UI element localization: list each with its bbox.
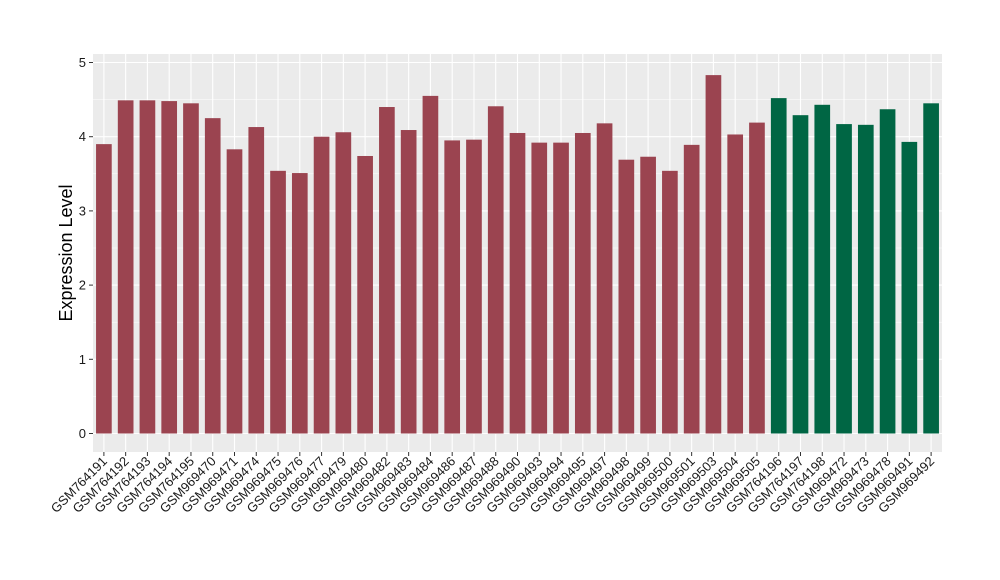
bar-GSM969476: [291, 173, 308, 434]
bar-GSM969497: [596, 123, 613, 434]
y-axis-title: Expression Level: [56, 184, 76, 321]
bar-GSM764191: [96, 144, 112, 434]
bar-GSM969484: [422, 95, 439, 434]
y-tick-label: 2: [79, 278, 86, 293]
bar-GSM764195: [183, 103, 199, 434]
bar-GSM969491: [901, 141, 918, 434]
bar-GSM969474: [248, 127, 265, 434]
y-tick-label: 4: [79, 129, 86, 144]
y-tick-label: 5: [79, 55, 86, 70]
bar-GSM764193: [139, 100, 156, 434]
bar-GSM969475: [270, 170, 286, 434]
bar-GSM764192: [117, 100, 134, 434]
bar-GSM764198: [814, 104, 831, 434]
bar-GSM969486: [444, 140, 461, 434]
y-tick-label: 1: [79, 352, 86, 367]
bar-GSM969501: [683, 144, 700, 434]
bar-GSM969495: [574, 132, 591, 434]
bar-GSM969483: [400, 130, 417, 434]
bar-GSM969470: [204, 118, 221, 434]
bar-GSM969494: [553, 142, 569, 434]
bar-GSM969482: [379, 107, 395, 434]
bar-GSM969477: [313, 136, 330, 434]
bar-GSM764194: [161, 101, 178, 434]
bar-GSM969473: [857, 124, 874, 434]
bar-GSM969487: [466, 139, 482, 434]
y-tick-label: 0: [79, 426, 86, 441]
bar-GSM969499: [640, 156, 656, 434]
bar-GSM969505: [749, 122, 765, 434]
bar-GSM969472: [836, 124, 852, 434]
x-axis: GSM764191GSM764192GSM764193GSM764194GSM7…: [48, 452, 937, 516]
bar-GSM969493: [531, 142, 548, 434]
bar-GSM969504: [727, 134, 744, 434]
bar-GSM969492: [923, 103, 939, 434]
bar-GSM764197: [792, 115, 809, 434]
bar-GSM969490: [509, 132, 526, 434]
bar-GSM969479: [335, 132, 352, 434]
bar-GSM969480: [357, 155, 373, 434]
bar-GSM969498: [618, 159, 635, 434]
bar-GSM969471: [226, 149, 243, 434]
bar-GSM969500: [662, 170, 678, 434]
y-axis: 0 1 2 3 4 5: [79, 55, 93, 441]
bar-GSM969488: [487, 106, 504, 434]
bars: [96, 75, 939, 434]
y-tick-label: 3: [79, 203, 86, 218]
bar-GSM764196: [770, 98, 787, 434]
bar-GSM969503: [705, 75, 722, 434]
bar-GSM969478: [879, 109, 896, 434]
